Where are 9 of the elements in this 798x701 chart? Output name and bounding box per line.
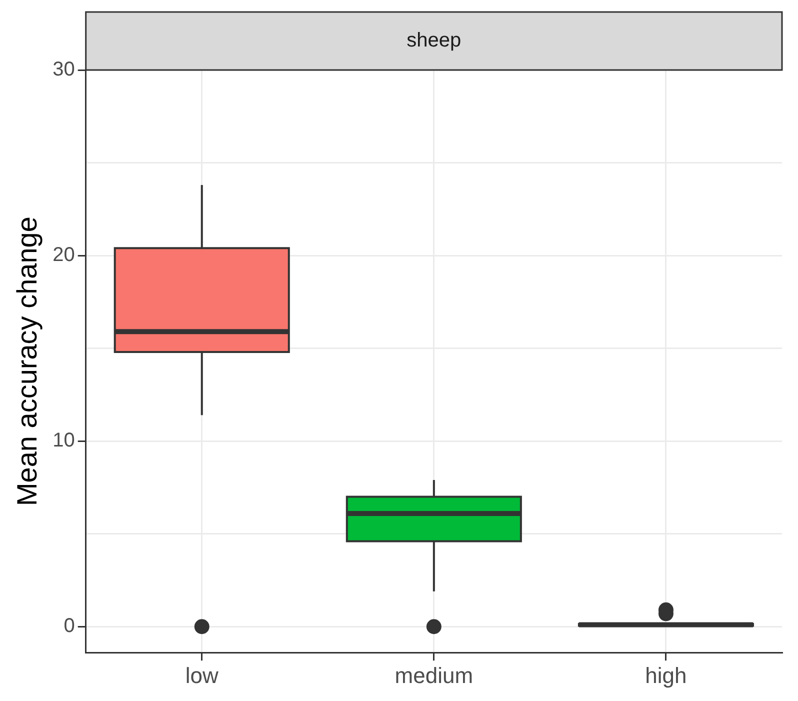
chart-title: sheep <box>406 30 462 52</box>
y-axis-title: Mean accuracy change <box>12 216 43 506</box>
x-tick-label: high <box>645 662 687 688</box>
x-tick-label: low <box>185 662 218 688</box>
y-tick-label: 20 <box>52 244 75 266</box>
x-tick-label: medium <box>394 662 474 688</box>
y-tick-label: 0 <box>64 615 75 638</box>
y-tick-label: 10 <box>52 430 75 452</box>
y-tick-label: 30 <box>52 58 75 81</box>
